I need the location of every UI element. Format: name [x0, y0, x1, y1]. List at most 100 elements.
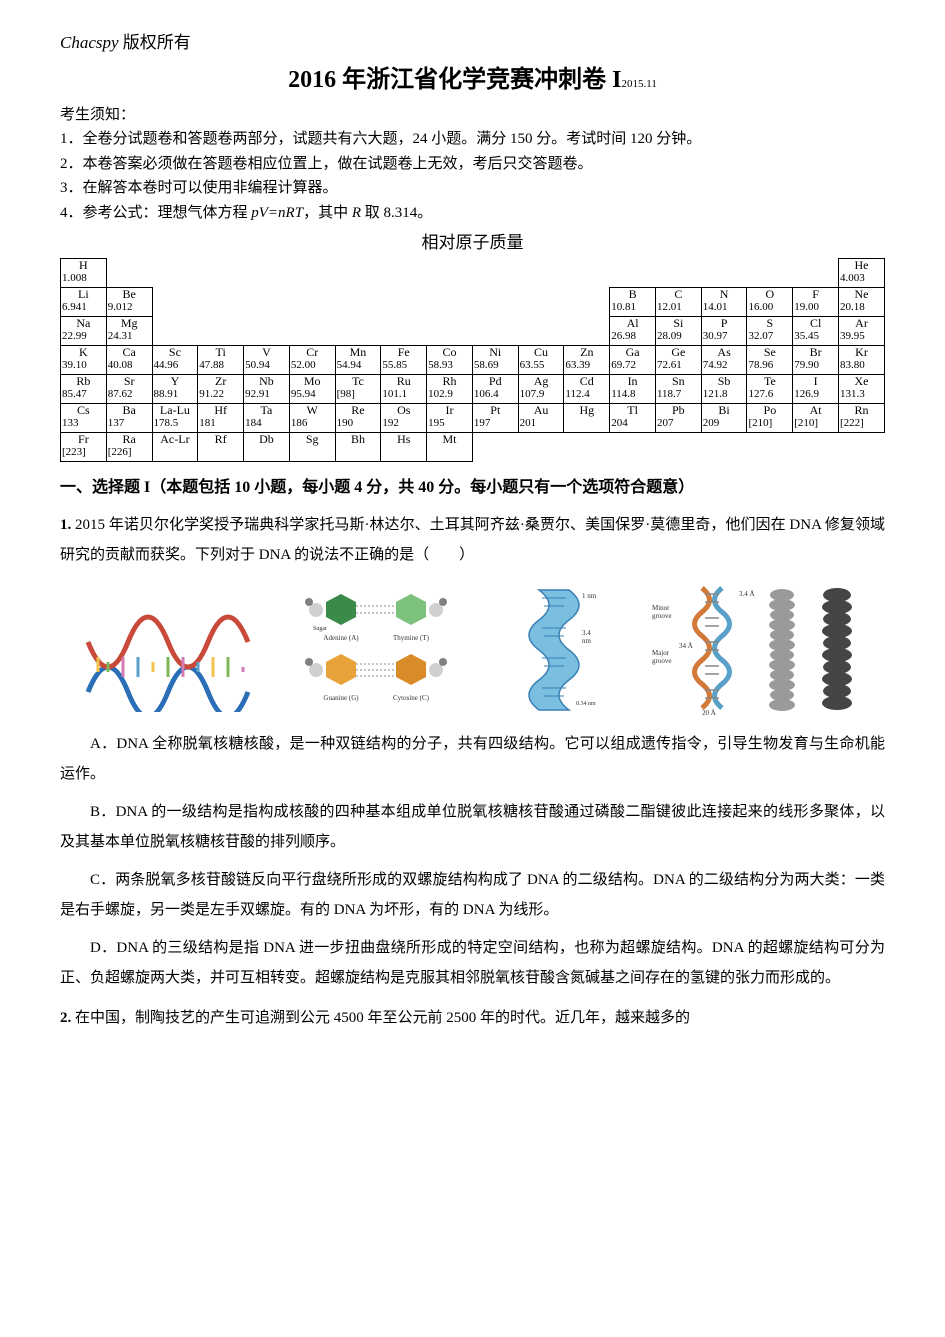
- pt-cell: He4.003: [839, 258, 885, 287]
- label-cytosine: Cytosine (C): [393, 694, 430, 702]
- pt-cell: [198, 287, 244, 316]
- pt-cell: [381, 258, 427, 287]
- pt-cell: Nb92.91: [244, 374, 290, 403]
- pt-cell: [564, 316, 610, 345]
- pt-cell: Ga69.72: [610, 345, 656, 374]
- pt-cell: [839, 432, 885, 461]
- pt-cell: Na22.99: [61, 316, 107, 345]
- pt-cell: La-Lu178.5: [152, 403, 198, 432]
- pt-cell: Bh: [335, 432, 381, 461]
- pt-cell: [427, 287, 473, 316]
- pt-cell: Te127.6: [747, 374, 793, 403]
- pt-cell: Al26.98: [610, 316, 656, 345]
- pt-cell: [564, 258, 610, 287]
- pt-cell: K39.10: [61, 345, 107, 374]
- pt-cell: Po[210]: [747, 403, 793, 432]
- pt-cell: Ir195: [427, 403, 473, 432]
- pt-cell: [335, 287, 381, 316]
- pt-cell: [427, 316, 473, 345]
- pt-cell: [793, 258, 839, 287]
- q1-opt-d-text: D．DNA 的三级结构是指 DNA 进一步扭曲盘绕所形成的特定空间结构，也称为超…: [60, 940, 885, 986]
- pt-cell: Tc[98]: [335, 374, 381, 403]
- pt-cell: Tl204: [610, 403, 656, 432]
- instr-heading: 考生须知：: [60, 104, 885, 127]
- pt-cell: Si28.09: [655, 316, 701, 345]
- pt-cell: [564, 432, 610, 461]
- pt-cell: Pb207: [655, 403, 701, 432]
- dna-helix-simple-icon: 1 nm 3.4 nm 0.34 nm: [514, 580, 604, 715]
- pt-cell: Hf181: [198, 403, 244, 432]
- svg-text:Major: Major: [652, 649, 670, 657]
- pt-cell: O16.00: [747, 287, 793, 316]
- pt-cell: Ac-Lr: [152, 432, 198, 461]
- pt-cell: Fr[223]: [61, 432, 107, 461]
- pt-cell: [564, 287, 610, 316]
- pt-cell: Os192: [381, 403, 427, 432]
- pt-cell: Re190: [335, 403, 381, 432]
- pt-cell: [106, 258, 152, 287]
- pt-cell: Ge72.61: [655, 345, 701, 374]
- instr-line-4: 4．参考公式：理想气体方程 pV=nRT，其中 R 取 8.314。: [60, 202, 885, 225]
- instr-line-3: 3．在解答本卷时可以使用非编程计算器。: [60, 177, 885, 200]
- pt-cell: [198, 316, 244, 345]
- pt-cell: [244, 258, 290, 287]
- pt-cell: N14.01: [701, 287, 747, 316]
- pt-cell: Ca40.08: [106, 345, 152, 374]
- pt-cell: [747, 432, 793, 461]
- copyright-cn: 版权所有: [119, 33, 191, 52]
- q1-opt-b-text: B．DNA 的一级结构是指构成核酸的四种基本组成单位脱氧核糖核苷酸通过磷酸二酯键…: [60, 804, 885, 850]
- dna-three-forms-icon: Minor groove Major groove 34 Å 20 Å 3.4 …: [647, 580, 867, 715]
- q1-option-d: D．DNA 的三级结构是指 DNA 进一步扭曲盘绕所形成的特定空间结构，也称为超…: [60, 933, 885, 993]
- pt-cell: [793, 432, 839, 461]
- pt-cell: [381, 316, 427, 345]
- q1-option-a: A．DNA 全称脱氧核糖核酸，是一种双链结构的分子，共有四级结构。它可以组成遗传…: [60, 729, 885, 789]
- q1-option-b: B．DNA 的一级结构是指构成核酸的四种基本组成单位脱氧核糖核苷酸通过磷酸二酯键…: [60, 797, 885, 857]
- q1-figures: Adenine (A) Thymine (T) Sugar Guanine (G…: [60, 580, 885, 715]
- pt-cell: Pt197: [472, 403, 518, 432]
- pt-cell: Zn63.39: [564, 345, 610, 374]
- pt-cell: Au201: [518, 403, 564, 432]
- pt-cell: Rb85.47: [61, 374, 107, 403]
- pt-cell: Hs: [381, 432, 427, 461]
- main-title: 2016 年浙江省化学竞赛冲刺卷 I2015.11: [60, 62, 885, 98]
- pt-cell: [289, 287, 335, 316]
- pt-cell: Pd106.4: [472, 374, 518, 403]
- pt-cell: [289, 258, 335, 287]
- pt-cell: Rf: [198, 432, 244, 461]
- instructions-block: 考生须知： 1．全卷分试题卷和答题卷两部分，试题共有六大题，24 小题。满分 1…: [60, 104, 885, 225]
- pt-cell: [152, 316, 198, 345]
- pt-cell: Ni58.69: [472, 345, 518, 374]
- pt-cell: H1.008: [61, 258, 107, 287]
- q2-stem-text: 在中国，制陶技艺的产生可追溯到公元 4500 年至公元前 2500 年的时代。近…: [71, 1010, 690, 1026]
- pt-cell: Hg: [564, 403, 610, 432]
- pt-cell: Ti47.88: [198, 345, 244, 374]
- q1-stem-text: 2015 年诺贝尔化学奖授予瑞典科学家托马斯·林达尔、土耳其阿齐兹·桑贾尔、美国…: [60, 517, 885, 563]
- pt-cell: Ra[226]: [106, 432, 152, 461]
- svg-text:groove: groove: [652, 612, 671, 620]
- pt-cell: [335, 316, 381, 345]
- svg-text:nm: nm: [582, 637, 592, 645]
- question-1: 1. 2015 年诺贝尔化学奖授予瑞典科学家托马斯·林达尔、土耳其阿齐兹·桑贾尔…: [60, 510, 885, 993]
- label-guanine: Guanine (G): [324, 694, 360, 702]
- instr-line-1: 1．全卷分试题卷和答题卷两部分，试题共有六大题，24 小题。满分 150 分。考…: [60, 128, 885, 151]
- title-text: 2016 年浙江省化学竞赛冲刺卷 I: [288, 67, 621, 93]
- instr-line-2: 2．本卷答案必须做在答题卷相应位置上，做在试题卷上无效，考后只交答题卷。: [60, 153, 885, 176]
- pt-cell: Br79.90: [793, 345, 839, 374]
- svg-text:groove: groove: [652, 657, 671, 665]
- pt-cell: Cl35.45: [793, 316, 839, 345]
- pt-cell: [198, 258, 244, 287]
- pt-cell: [518, 287, 564, 316]
- pt-cell: Mo95.94: [289, 374, 335, 403]
- pt-cell: Sr87.62: [106, 374, 152, 403]
- dna-helix-colored-icon: [78, 582, 258, 712]
- pt-cell: Ar39.95: [839, 316, 885, 345]
- pt-cell: F19.00: [793, 287, 839, 316]
- pt-cell: [289, 316, 335, 345]
- q2-number: 2.: [60, 1010, 71, 1026]
- pt-cell: Li6.941: [61, 287, 107, 316]
- q1-opt-a-text: A．DNA 全称脱氧核糖核酸，是一种双链结构的分子，共有四级结构。它可以组成遗传…: [60, 736, 885, 782]
- svg-text:3.4 Å: 3.4 Å: [739, 590, 755, 598]
- pt-cell: Ne20.18: [839, 287, 885, 316]
- pt-cell: [518, 432, 564, 461]
- pt-cell: [747, 258, 793, 287]
